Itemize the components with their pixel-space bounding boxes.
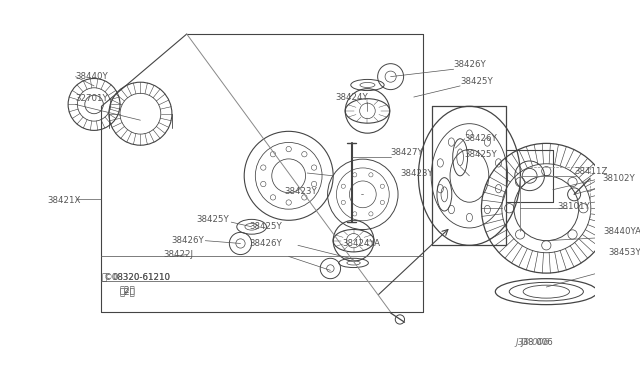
Text: 38427Y: 38427Y — [390, 148, 424, 157]
Text: 38424YA: 38424YA — [342, 239, 380, 248]
Text: 38422J: 38422J — [164, 250, 193, 259]
Text: J38 006: J38 006 — [520, 338, 553, 347]
Text: 38423Y: 38423Y — [284, 187, 317, 196]
Text: 38426Y: 38426Y — [250, 239, 282, 248]
Text: J38 006: J38 006 — [516, 338, 550, 347]
Text: 08320-61210: 08320-61210 — [113, 273, 171, 282]
Text: 38101Y: 38101Y — [557, 202, 590, 211]
Text: 38426Y: 38426Y — [465, 134, 497, 143]
Text: 38421X: 38421X — [48, 196, 81, 205]
Text: 38425Y: 38425Y — [460, 77, 493, 86]
Text: 38426Y: 38426Y — [454, 60, 486, 69]
Text: 38425Y: 38425Y — [465, 150, 497, 159]
Text: 38424Y: 38424Y — [335, 93, 368, 102]
Text: （2）: （2） — [120, 285, 136, 294]
Text: 38440Y: 38440Y — [76, 72, 108, 81]
Text: 【2】: 【2】 — [120, 287, 136, 296]
Text: 38425Y: 38425Y — [196, 215, 228, 224]
Text: 38425Y: 38425Y — [250, 222, 282, 231]
Text: 38426Y: 38426Y — [171, 236, 204, 245]
Text: 38423Y: 38423Y — [400, 169, 433, 177]
Text: 38453Y: 38453Y — [609, 248, 640, 257]
Text: ©08320-61210: ©08320-61210 — [103, 273, 170, 282]
Text: 38102Y: 38102Y — [602, 174, 635, 183]
Text: 38440YA: 38440YA — [604, 227, 640, 236]
Text: 32701Y: 32701Y — [76, 94, 108, 103]
Text: 38411Z: 38411Z — [574, 167, 607, 176]
Text: Ⓢ: Ⓢ — [102, 273, 107, 282]
